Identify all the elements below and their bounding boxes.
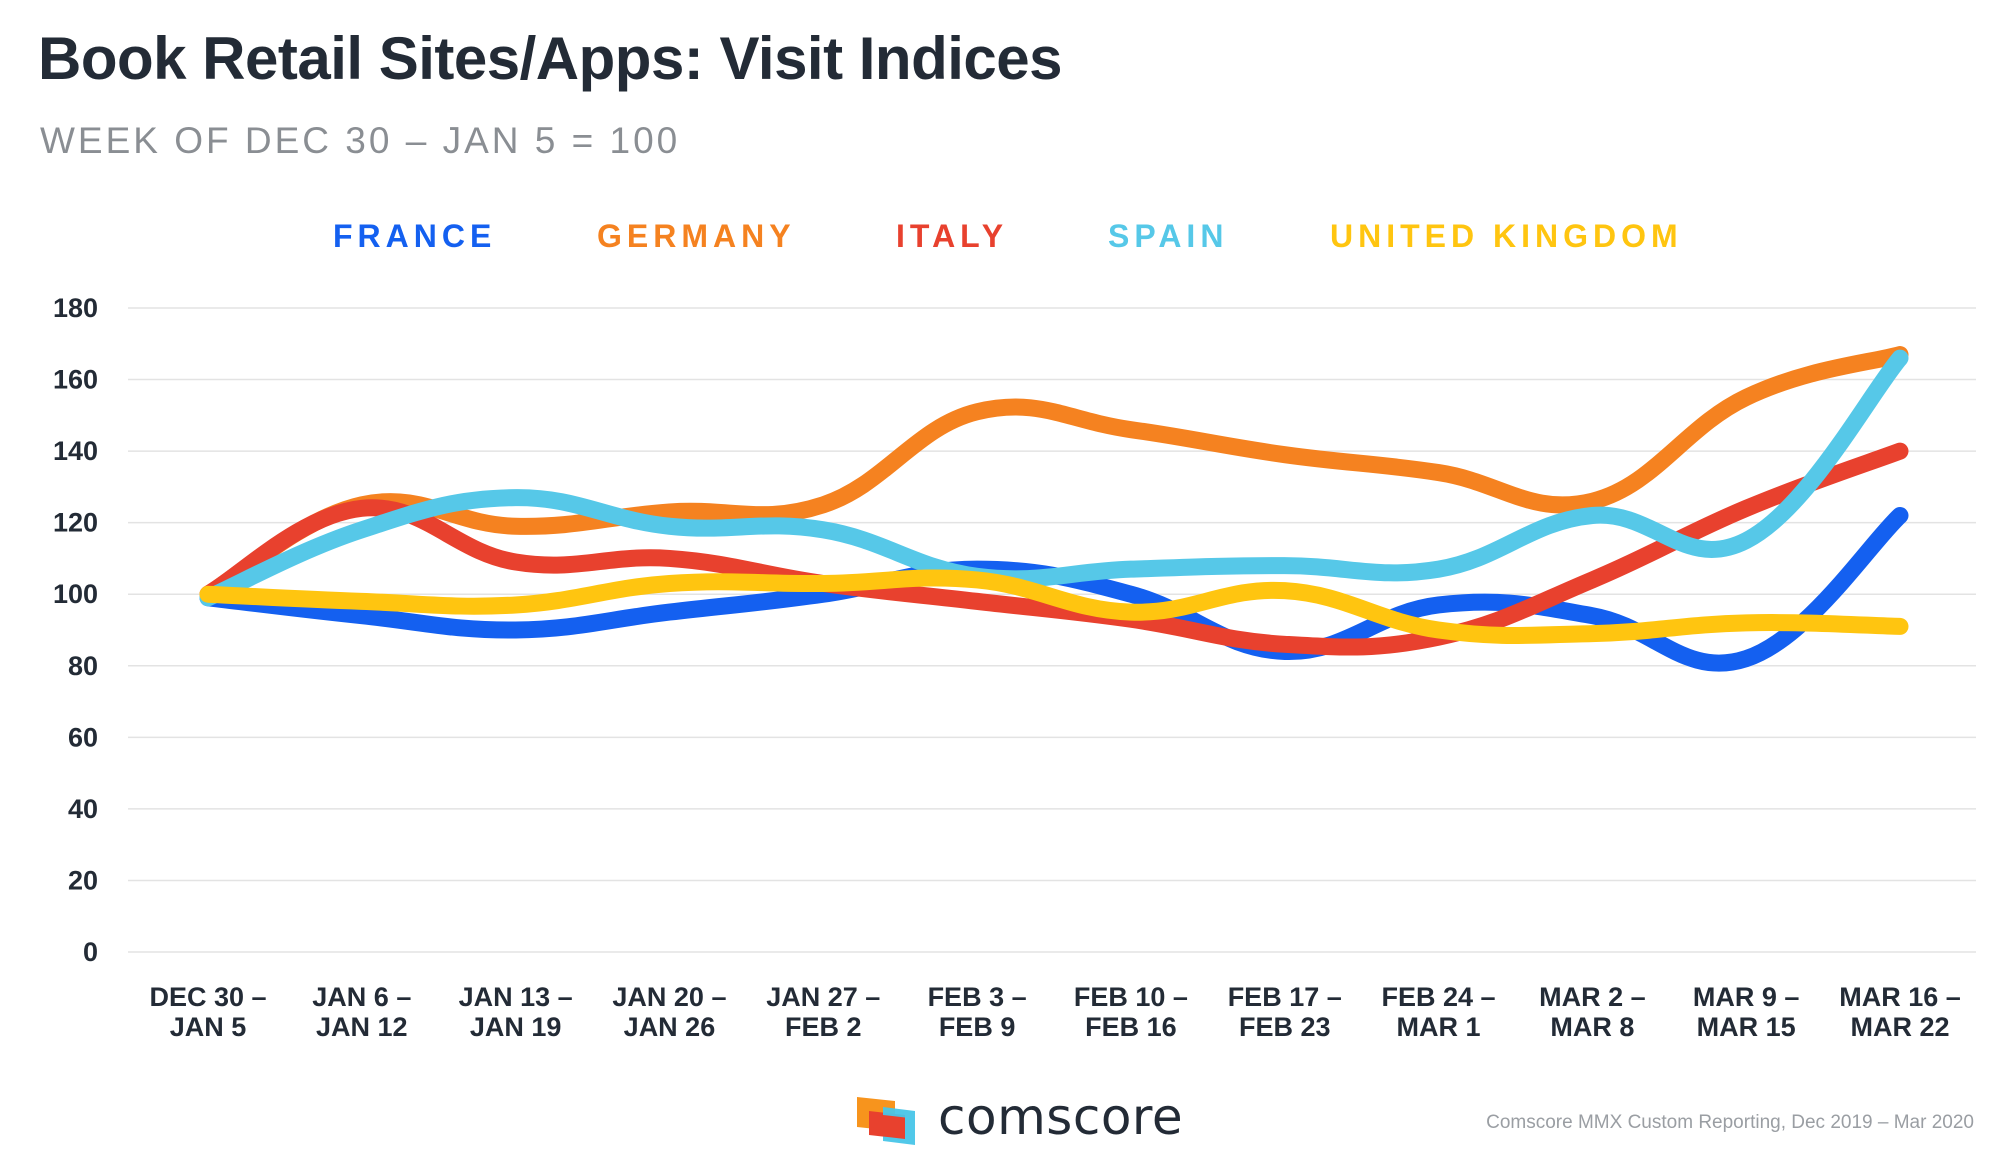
y-tick-label: 60 <box>68 722 98 752</box>
y-tick-label: 80 <box>68 651 98 681</box>
legend: FRANCE GERMANY ITALY SPAIN UNITED KINGDO… <box>0 218 2000 268</box>
x-tick-label: FEB 3 – FEB 9 <box>928 982 1027 1042</box>
y-tick-label: 140 <box>53 436 98 466</box>
x-tick-label: MAR 16 – MAR 22 <box>1839 982 1961 1042</box>
x-tick-label: JAN 13 – JAN 19 <box>459 982 573 1042</box>
chart-title: Book Retail Sites/Apps: Visit Indices <box>38 25 1063 92</box>
legend-item-spain: SPAIN <box>1108 218 1229 254</box>
y-tick-label: 120 <box>53 508 98 538</box>
y-tick-label: 20 <box>68 865 98 895</box>
brand-name: comscore <box>938 1088 1184 1146</box>
x-tick-label: JAN 6 – JAN 12 <box>312 982 411 1042</box>
comscore-logo-icon <box>857 1097 915 1145</box>
x-tick-label: JAN 20 – JAN 26 <box>612 982 726 1042</box>
series-line-germany <box>199 346 1909 603</box>
legend-item-italy: ITALY <box>896 218 1009 254</box>
series-line-italy <box>199 442 1909 656</box>
x-tick-label: MAR 2 – MAR 8 <box>1539 982 1646 1042</box>
y-tick-label: 40 <box>68 794 98 824</box>
x-tick-label: FEB 17 – FEB 23 <box>1228 982 1342 1042</box>
x-tick-label: JAN 27 – FEB 2 <box>766 982 880 1042</box>
chart-subtitle: WEEK OF DEC 30 – JAN 5 = 100 <box>40 120 681 161</box>
x-tick-label: FEB 24 – MAR 1 <box>1382 982 1496 1042</box>
legend-item-germany: GERMANY <box>597 218 796 254</box>
y-tick-label: 0 <box>83 937 98 967</box>
series-line-spain <box>199 349 1909 607</box>
legend-item-united-kingdom: UNITED KINGDOM <box>1330 218 1683 254</box>
source-note: Comscore MMX Custom Reporting, Dec 2019 … <box>1486 1112 1974 1133</box>
y-tick-label: 160 <box>53 365 98 395</box>
series-line-united-kingdom <box>199 569 1909 645</box>
legend-item-france: FRANCE <box>333 218 497 254</box>
y-tick-label: 180 <box>53 293 98 323</box>
x-tick-label: DEC 30 – JAN 5 <box>149 982 266 1042</box>
x-tick-label: FEB 10 – FEB 16 <box>1074 982 1188 1042</box>
y-tick-label: 100 <box>53 579 98 609</box>
x-tick-label: MAR 9 – MAR 15 <box>1693 982 1800 1042</box>
